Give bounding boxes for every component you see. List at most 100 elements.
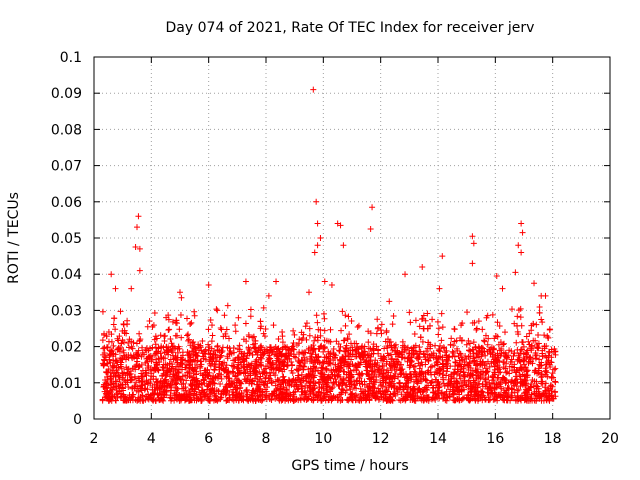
data-point (429, 384, 436, 391)
data-point (380, 356, 387, 363)
data-point (153, 378, 160, 385)
data-point (185, 351, 192, 358)
data-point (346, 331, 353, 338)
data-point (425, 339, 432, 346)
data-point (342, 356, 349, 363)
data-point (177, 289, 183, 296)
data-point (386, 298, 393, 305)
data-point (117, 308, 124, 315)
data-point (508, 306, 515, 313)
data-point (477, 393, 484, 400)
data-point (320, 310, 327, 317)
data-point (370, 341, 377, 348)
data-point (509, 363, 516, 370)
data-point (546, 392, 553, 399)
data-point (237, 359, 244, 366)
data-point (429, 352, 436, 359)
data-point (473, 354, 480, 361)
data-point (137, 336, 144, 343)
data-point (131, 354, 138, 361)
data-point (133, 379, 140, 386)
data-point (409, 387, 416, 394)
data-point (424, 394, 431, 401)
y-tick-label: 0.03 (51, 303, 82, 319)
data-point (550, 348, 557, 355)
data-point (515, 242, 522, 249)
data-point (379, 375, 386, 382)
data-point (355, 349, 362, 356)
data-point (504, 368, 511, 375)
data-point (133, 362, 140, 369)
data-point (131, 373, 138, 380)
data-point (317, 359, 324, 366)
data-point (256, 392, 263, 399)
data-point (428, 379, 435, 386)
data-point (511, 382, 518, 389)
data-point (164, 362, 171, 369)
data-point (454, 385, 461, 392)
data-point (435, 325, 442, 332)
data-point (494, 352, 501, 359)
data-point (495, 369, 502, 376)
data-point (414, 389, 421, 396)
data-point (528, 391, 535, 398)
data-point (206, 360, 213, 367)
data-point (261, 366, 268, 373)
x-tick-label: 20 (601, 431, 619, 447)
data-point (258, 323, 265, 330)
data-point (464, 362, 471, 369)
data-point (214, 307, 221, 314)
data-point (543, 369, 550, 376)
data-point (440, 380, 447, 387)
data-point (275, 356, 282, 363)
data-point (158, 395, 165, 402)
data-point (206, 344, 213, 351)
data-point (128, 343, 135, 350)
y-tick-label: 0.08 (51, 122, 82, 138)
data-point (439, 354, 446, 361)
data-point (232, 384, 239, 391)
data-point (117, 356, 124, 363)
data-point (243, 355, 250, 362)
data-point (265, 292, 272, 299)
data-point (522, 394, 529, 401)
data-point (539, 350, 546, 357)
data-point (410, 388, 417, 395)
data-point (301, 363, 308, 370)
y-tick-label: 0.06 (51, 195, 82, 211)
data-point (435, 384, 442, 391)
data-point (482, 332, 489, 339)
data-point (496, 322, 503, 329)
data-point (416, 323, 423, 330)
data-point (369, 204, 376, 211)
data-point (516, 372, 523, 379)
data-point (372, 395, 379, 402)
data-point (492, 358, 499, 365)
data-point (111, 384, 118, 391)
data-point (226, 394, 233, 401)
data-point (311, 249, 318, 256)
data-point (199, 381, 206, 388)
data-point (141, 351, 148, 358)
data-point (490, 374, 497, 381)
data-point (314, 334, 321, 341)
data-point (280, 378, 287, 385)
data-point (298, 382, 305, 389)
data-point (252, 397, 259, 404)
data-point (162, 372, 169, 379)
data-point (215, 388, 222, 395)
data-point (171, 392, 178, 399)
data-point (213, 306, 220, 313)
data-point (388, 344, 395, 351)
data-point (396, 349, 403, 356)
data-point (424, 310, 431, 317)
data-point (206, 358, 213, 365)
data-point (346, 379, 353, 386)
data-point (147, 366, 154, 373)
data-point (387, 394, 394, 401)
data-point (503, 379, 510, 386)
data-point (309, 386, 316, 393)
data-point (437, 348, 444, 355)
data-point (382, 384, 389, 391)
data-point (278, 352, 285, 359)
